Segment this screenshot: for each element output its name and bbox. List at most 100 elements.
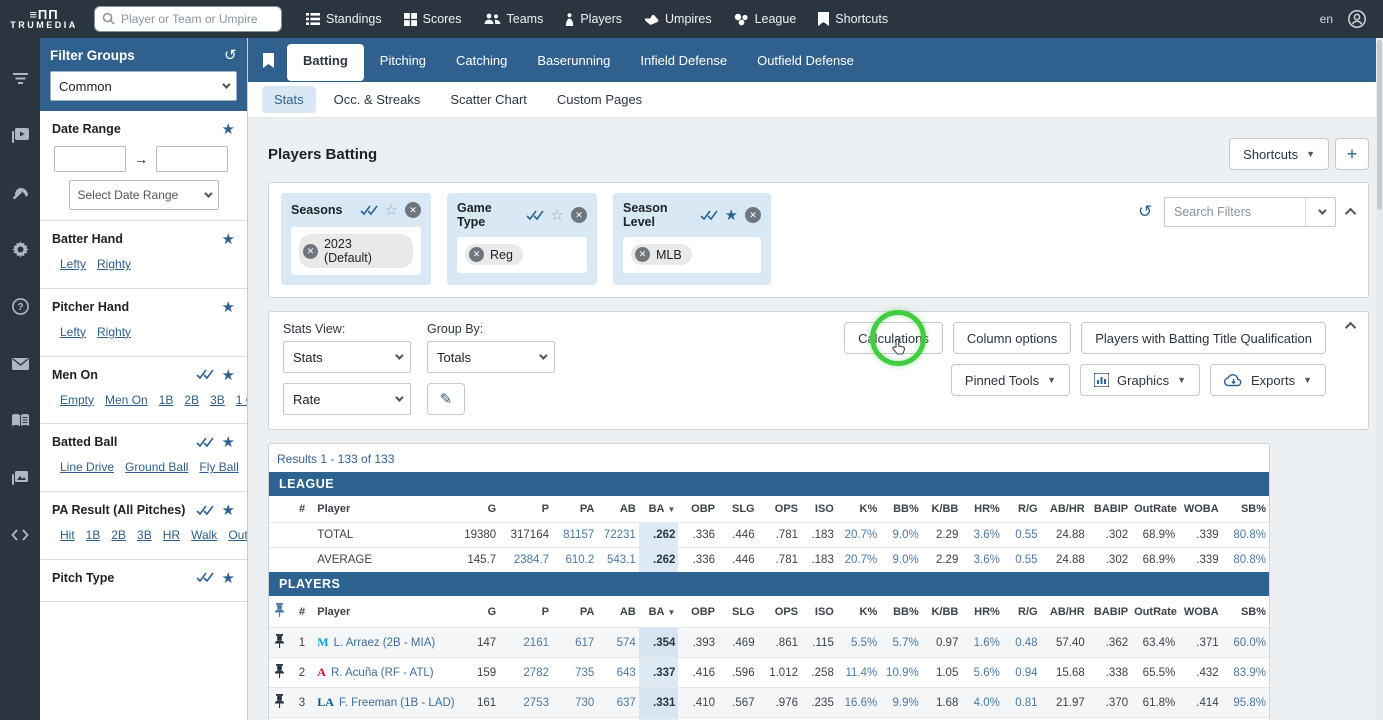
cap-icon[interactable]	[0, 164, 40, 221]
button-column-options[interactable]: Column options	[952, 322, 1072, 354]
double-check-icon[interactable]	[195, 572, 214, 583]
stat-cell-sb[interactable]: 80.8%	[1221, 547, 1269, 572]
select-date-range-dropdown[interactable]: Select Date Range	[68, 180, 219, 210]
stat-cell-bb[interactable]: 5.7%	[880, 627, 922, 658]
column-header-kbb[interactable]: K/BB	[931, 503, 959, 515]
pin-column-header[interactable]	[269, 596, 290, 628]
nav-item-league[interactable]: League	[724, 0, 807, 38]
stat-cell-rg[interactable]: 0.48	[1002, 627, 1041, 658]
stat-cell-p[interactable]: 2782	[499, 657, 552, 688]
stat-cell-pa[interactable]: 617	[552, 627, 598, 658]
column-header-hr[interactable]: HR%	[974, 503, 1000, 515]
column-header-slg[interactable]: SLG	[731, 605, 755, 618]
stat-cell-hr[interactable]: 1.6%	[961, 627, 1003, 658]
filter-link[interactable]: Righty	[97, 324, 132, 339]
bookmark-icon[interactable]	[260, 52, 285, 69]
stat-cell-pa[interactable]: 735	[552, 657, 598, 688]
images-icon[interactable]	[0, 449, 40, 506]
filter-link[interactable]: 3B	[210, 392, 225, 407]
stat-cell-rg[interactable]: 0.69	[1002, 717, 1041, 720]
filter-link[interactable]: Out	[228, 528, 248, 543]
filter-link[interactable]: Lefty	[60, 324, 87, 339]
stat-cell-k[interactable]: 11.4%	[836, 657, 881, 688]
stat-cell-hr[interactable]: 3.6%	[961, 547, 1003, 572]
column-header-obp[interactable]: OBP	[691, 503, 715, 515]
column-header-bb[interactable]: BB%	[893, 605, 919, 618]
stat-cell-rg[interactable]: 0.55	[1002, 522, 1041, 548]
column-header-sb[interactable]: SB%	[1240, 503, 1266, 515]
filter-link[interactable]: 2B	[111, 528, 127, 543]
stat-cell-bb[interactable]: 9.9%	[880, 687, 922, 718]
stat-cell-rg[interactable]: 0.94	[1002, 657, 1041, 688]
column-header-rg[interactable]: R/G	[1018, 605, 1038, 618]
column-header-outrate[interactable]: OutRate	[1134, 503, 1177, 515]
column-header-k[interactable]: K%	[859, 503, 878, 515]
stat-cell-p[interactable]: 2357	[499, 717, 552, 720]
column-header-kbb[interactable]: K/BB	[931, 605, 959, 618]
favorite-star-icon[interactable]: ★	[221, 121, 235, 138]
column-header-abhr[interactable]: AB/HR	[1049, 605, 1085, 618]
filter-link[interactable]: HR	[162, 528, 181, 543]
stat-cell-p[interactable]: 2753	[499, 687, 552, 718]
nav-item-shortcuts[interactable]: Shortcuts	[808, 0, 898, 38]
remove-filter-icon[interactable]: ✕	[571, 207, 587, 223]
double-check-icon[interactable]	[699, 210, 718, 221]
favorite-star-icon[interactable]: ★	[221, 366, 235, 384]
stat-cell-k[interactable]: 5.5%	[836, 627, 881, 658]
filter-history-icon[interactable]: ↻	[224, 47, 237, 64]
stat-cell-ab[interactable]: 525	[597, 717, 639, 720]
nav-item-standings[interactable]: Standings	[296, 0, 392, 38]
column-header-pa[interactable]: PA	[579, 503, 595, 515]
tab-catching[interactable]: Catching	[456, 52, 508, 68]
help-icon[interactable]: ?	[0, 278, 40, 335]
filter-link[interactable]: Walk	[191, 528, 218, 543]
column-header-iso[interactable]: ISO	[814, 605, 834, 618]
group-by-select[interactable]: Totals	[427, 341, 555, 373]
stat-cell-ab[interactable]: 574	[597, 627, 639, 658]
stat-cell-k[interactable]: 15.7%	[836, 717, 881, 720]
column-header-outrate[interactable]: OutRate	[1134, 605, 1177, 618]
column-header-abhr[interactable]: AB/HR	[1049, 503, 1085, 515]
column-header-ab[interactable]: AB	[619, 605, 636, 618]
filter-group-select[interactable]: Common	[50, 71, 237, 101]
rank-column-header[interactable]: #	[298, 503, 306, 515]
nav-item-teams[interactable]: Teams	[474, 0, 554, 38]
remove-tag-icon[interactable]: ✕	[303, 243, 318, 259]
dropdown-button-exports[interactable]: Exports ▼	[1210, 364, 1326, 396]
filters-history-icon[interactable]: ↻	[1137, 202, 1152, 221]
favorite-star-icon[interactable]: ★	[221, 569, 235, 587]
gear-icon[interactable]	[0, 221, 40, 278]
favorite-star-icon[interactable]: ★	[221, 502, 235, 520]
dropdown-button-graphics[interactable]: Graphics ▼	[1080, 364, 1200, 396]
filter-link[interactable]: Line Drive	[60, 460, 115, 475]
player-name-link[interactable]: L. Arraez (2B - MIA)	[333, 637, 436, 649]
column-header-bb[interactable]: BB%	[893, 503, 919, 515]
column-header-rg[interactable]: R/G	[1018, 503, 1038, 515]
tab-infield-defense[interactable]: Infield Defense	[640, 52, 728, 68]
stat-cell-p[interactable]: 2384.7	[499, 547, 552, 572]
stat-cell-rg[interactable]: 0.55	[1002, 547, 1041, 572]
stat-cell-sb[interactable]: 83.9%	[1221, 657, 1269, 688]
stat-cell-sb[interactable]: 60.0%	[1221, 627, 1269, 658]
tab-baserunning[interactable]: Baserunning	[537, 52, 611, 68]
filter-link[interactable]: 1B	[158, 392, 174, 407]
stat-cell-ab[interactable]: 72231	[597, 522, 639, 548]
nav-item-scores[interactable]: Scores	[394, 0, 472, 38]
rate-select[interactable]: Rate	[283, 383, 411, 415]
video-library-icon[interactable]	[0, 107, 40, 164]
filter-link[interactable]: Hit	[60, 528, 75, 543]
subtab-custom-pages[interactable]: Custom Pages	[556, 92, 643, 107]
stat-cell-pa[interactable]: 610.2	[552, 547, 598, 572]
tab-batting[interactable]: Batting	[287, 43, 364, 81]
column-header-babip[interactable]: BABIP	[1093, 605, 1129, 618]
stat-cell-p[interactable]: 2161	[499, 627, 552, 658]
remove-filter-icon[interactable]: ✕	[745, 207, 761, 223]
column-header-obp[interactable]: OBP	[691, 605, 715, 618]
column-header-woba[interactable]: WOBA	[1183, 605, 1219, 618]
button-calculations[interactable]: Calculations	[844, 322, 943, 354]
stats-view-select[interactable]: Stats	[283, 341, 411, 373]
filter-link[interactable]: Lefty	[60, 257, 87, 271]
double-check-icon[interactable]	[525, 210, 544, 221]
stat-cell-hr[interactable]: 4.0%	[961, 687, 1003, 718]
stat-cell-hr[interactable]: 3.7%	[961, 717, 1003, 720]
